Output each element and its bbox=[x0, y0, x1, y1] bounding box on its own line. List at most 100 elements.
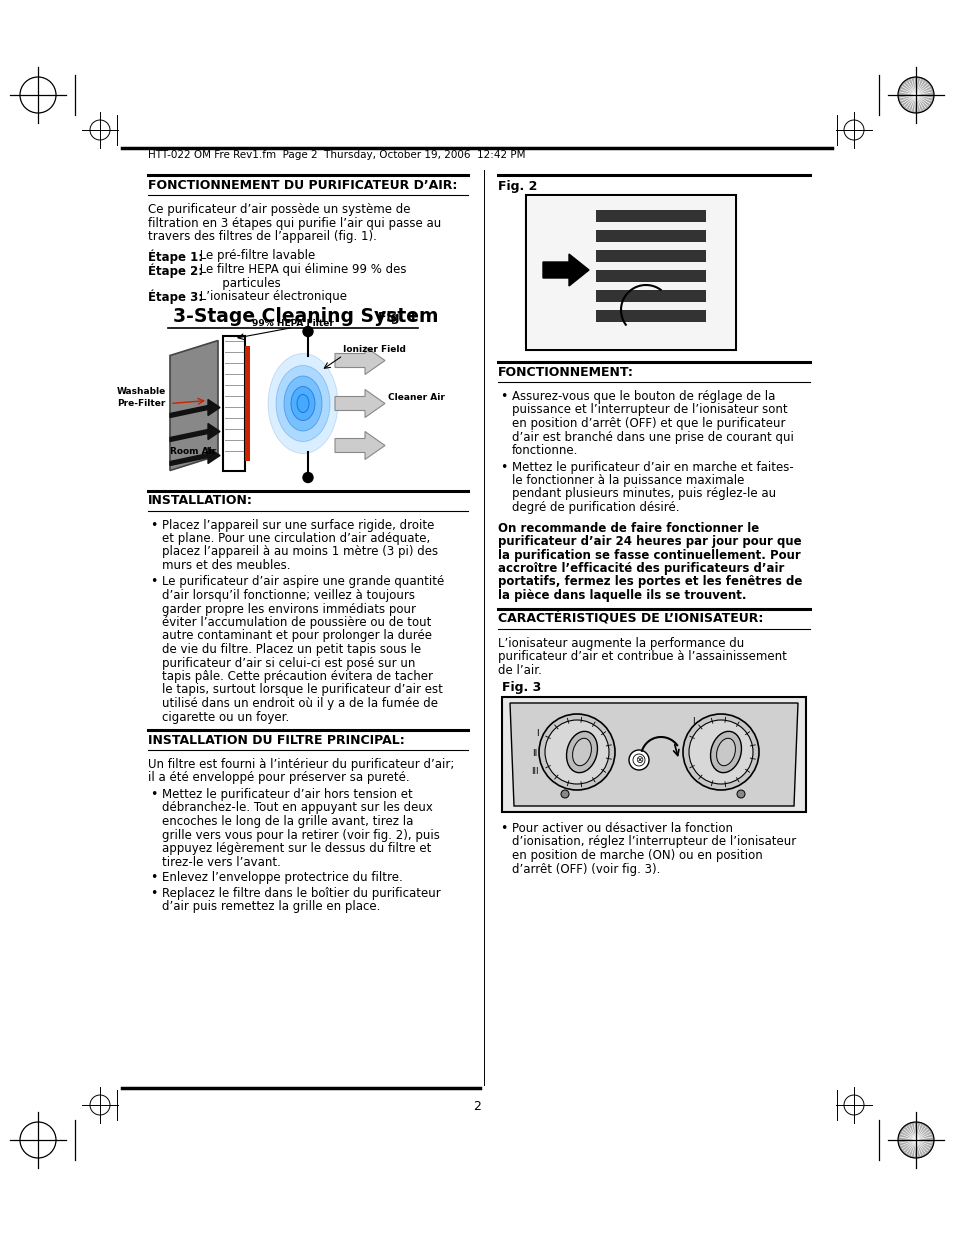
Bar bbox=[596, 310, 705, 322]
Circle shape bbox=[633, 755, 644, 766]
Text: •: • bbox=[150, 887, 157, 899]
Ellipse shape bbox=[268, 353, 337, 453]
Text: débranchez-le. Tout en appuyant sur les deux: débranchez-le. Tout en appuyant sur les … bbox=[162, 802, 433, 815]
Text: Un filtre est fourni à l’intérieur du purificateur d’air;: Un filtre est fourni à l’intérieur du pu… bbox=[148, 758, 454, 771]
Circle shape bbox=[538, 714, 615, 790]
Text: cigarette ou un foyer.: cigarette ou un foyer. bbox=[162, 710, 289, 724]
Text: d’air est branché dans une prise de courant qui: d’air est branché dans une prise de cour… bbox=[512, 431, 793, 443]
Text: d’air puis remettez la grille en place.: d’air puis remettez la grille en place. bbox=[162, 900, 380, 913]
Text: Ionizer Field: Ionizer Field bbox=[343, 346, 405, 354]
Text: garder propre les environs immédiats pour: garder propre les environs immédiats pou… bbox=[162, 603, 416, 615]
Text: Mettez le purificateur d’air hors tension et: Mettez le purificateur d’air hors tensio… bbox=[162, 788, 413, 802]
Text: Mettez le purificateur d’air en marche et faites-: Mettez le purificateur d’air en marche e… bbox=[512, 461, 793, 473]
Text: III: III bbox=[531, 767, 538, 777]
Circle shape bbox=[843, 120, 863, 140]
Ellipse shape bbox=[296, 394, 309, 412]
Polygon shape bbox=[170, 424, 220, 441]
Text: purificateur d’air et contribue à l’assainissement: purificateur d’air et contribue à l’assa… bbox=[497, 650, 786, 663]
Text: Pre-Filter: Pre-Filter bbox=[117, 399, 166, 408]
Bar bbox=[596, 230, 705, 242]
Text: Room Air: Room Air bbox=[170, 447, 216, 457]
Bar bbox=[596, 290, 705, 303]
Text: tirez-le vers l’avant.: tirez-le vers l’avant. bbox=[162, 856, 280, 868]
Text: grille vers vous pour la retirer (voir fig. 2), puis: grille vers vous pour la retirer (voir f… bbox=[162, 829, 439, 841]
Text: encoches le long de la grille avant, tirez la: encoches le long de la grille avant, tir… bbox=[162, 815, 413, 827]
Bar bbox=[525, 195, 735, 350]
Text: •: • bbox=[499, 461, 507, 473]
Bar bbox=[501, 697, 805, 811]
Text: en position d’arrêt (OFF) et que le purificateur: en position d’arrêt (OFF) et que le puri… bbox=[512, 417, 784, 430]
Polygon shape bbox=[170, 399, 220, 417]
Text: tapis pâle. Cette précaution évitera de tacher: tapis pâle. Cette précaution évitera de … bbox=[162, 671, 433, 683]
Text: le tapis, surtout lorsque le purificateur d’air est: le tapis, surtout lorsque le purificateu… bbox=[162, 683, 442, 697]
Ellipse shape bbox=[291, 387, 314, 420]
Text: Le filtre HEPA qui élimine 99 % des: Le filtre HEPA qui élimine 99 % des bbox=[195, 263, 406, 275]
Text: d’arrêt (OFF) (voir fig. 3).: d’arrêt (OFF) (voir fig. 3). bbox=[512, 862, 659, 876]
Circle shape bbox=[843, 1095, 863, 1115]
Text: ⊗: ⊗ bbox=[635, 755, 642, 764]
Text: Le purificateur d’air aspire une grande quantité: Le purificateur d’air aspire une grande … bbox=[162, 576, 444, 589]
Ellipse shape bbox=[710, 731, 740, 773]
Polygon shape bbox=[335, 431, 385, 459]
Text: en position de marche (ON) ou en position: en position de marche (ON) ou en positio… bbox=[512, 848, 762, 862]
Ellipse shape bbox=[275, 366, 330, 441]
Text: particules: particules bbox=[195, 277, 280, 289]
Text: Washable: Washable bbox=[116, 388, 166, 396]
Polygon shape bbox=[542, 254, 588, 287]
Text: Pour activer ou désactiver la fonction: Pour activer ou désactiver la fonction bbox=[512, 823, 732, 835]
Circle shape bbox=[90, 120, 110, 140]
Circle shape bbox=[20, 77, 56, 112]
Bar bbox=[596, 270, 705, 282]
Text: •: • bbox=[150, 576, 157, 589]
Text: •: • bbox=[499, 390, 507, 403]
Text: •: • bbox=[150, 519, 157, 531]
Text: L’ionisateur électronique: L’ionisateur électronique bbox=[195, 290, 347, 303]
Text: CARACTÉRISTIQUES DE L’IONISATEUR:: CARACTÉRISTIQUES DE L’IONISATEUR: bbox=[497, 613, 762, 625]
Text: de l’air.: de l’air. bbox=[497, 663, 541, 677]
Circle shape bbox=[737, 790, 744, 798]
Text: 3-Stage Cleaning System: 3-Stage Cleaning System bbox=[172, 308, 438, 326]
Bar bbox=[223, 336, 245, 471]
Text: Ce purificateur d’air possède un système de: Ce purificateur d’air possède un système… bbox=[148, 203, 410, 216]
Text: puissance et l’interrupteur de l’ionisateur sont: puissance et l’interrupteur de l’ionisat… bbox=[512, 404, 787, 416]
Text: FONCTIONNEMENT DU PURIFICATEUR D’AIR:: FONCTIONNEMENT DU PURIFICATEUR D’AIR: bbox=[148, 179, 456, 191]
Ellipse shape bbox=[572, 739, 591, 766]
Text: L’ionisateur augmente la performance du: L’ionisateur augmente la performance du bbox=[497, 636, 743, 650]
Text: accroître l’efficacité des purificateurs d’air: accroître l’efficacité des purificateurs… bbox=[497, 562, 783, 576]
Circle shape bbox=[897, 77, 933, 112]
Ellipse shape bbox=[284, 375, 322, 431]
Text: fonctionne.: fonctionne. bbox=[512, 445, 578, 457]
Text: Cleaner Air: Cleaner Air bbox=[388, 393, 444, 403]
Text: purificateur d’air si celui-ci est posé sur un: purificateur d’air si celui-ci est posé … bbox=[162, 657, 415, 669]
Text: HTT-022 OM Fre Rev1.fm  Page 2  Thursday, October 19, 2006  12:42 PM: HTT-022 OM Fre Rev1.fm Page 2 Thursday, … bbox=[148, 149, 525, 161]
Text: Étape 3:: Étape 3: bbox=[148, 290, 203, 305]
Text: INSTALLATION DU FILTRE PRINCIPAL:: INSTALLATION DU FILTRE PRINCIPAL: bbox=[148, 734, 404, 747]
Text: Fig. 1: Fig. 1 bbox=[377, 311, 416, 325]
Polygon shape bbox=[335, 389, 385, 417]
Circle shape bbox=[90, 1095, 110, 1115]
Circle shape bbox=[303, 473, 313, 483]
Text: la pièce dans laquelle ils se trouvent.: la pièce dans laquelle ils se trouvent. bbox=[497, 589, 745, 601]
Text: I: I bbox=[536, 730, 538, 739]
Circle shape bbox=[560, 790, 568, 798]
Text: autre contaminant et pour prolonger la durée: autre contaminant et pour prolonger la d… bbox=[162, 630, 432, 642]
Text: d’ionisation, réglez l’interrupteur de l’ionisateur: d’ionisation, réglez l’interrupteur de l… bbox=[512, 836, 796, 848]
Text: Replacez le filtre dans le boîtier du purificateur: Replacez le filtre dans le boîtier du pu… bbox=[162, 887, 440, 899]
Bar bbox=[596, 210, 705, 222]
Ellipse shape bbox=[566, 731, 597, 773]
Bar bbox=[245, 346, 250, 461]
Text: appuyez légèrement sur le dessus du filtre et: appuyez légèrement sur le dessus du filt… bbox=[162, 842, 431, 855]
Polygon shape bbox=[170, 341, 218, 471]
Text: murs et des meubles.: murs et des meubles. bbox=[162, 559, 291, 572]
Bar bbox=[527, 198, 733, 348]
Text: I: I bbox=[691, 718, 694, 726]
Text: de vie du filtre. Placez un petit tapis sous le: de vie du filtre. Placez un petit tapis … bbox=[162, 643, 420, 656]
Circle shape bbox=[688, 720, 752, 784]
Circle shape bbox=[303, 326, 313, 336]
Text: le fonctionner à la puissance maximale: le fonctionner à la puissance maximale bbox=[512, 474, 743, 487]
Text: Enlevez l’enveloppe protectrice du filtre.: Enlevez l’enveloppe protectrice du filtr… bbox=[162, 871, 402, 884]
Circle shape bbox=[682, 714, 759, 790]
Text: il a été enveloppé pour préserver sa pureté.: il a été enveloppé pour préserver sa pur… bbox=[148, 772, 409, 784]
Text: •: • bbox=[150, 788, 157, 802]
Text: Le pré-filtre lavable: Le pré-filtre lavable bbox=[195, 249, 314, 263]
